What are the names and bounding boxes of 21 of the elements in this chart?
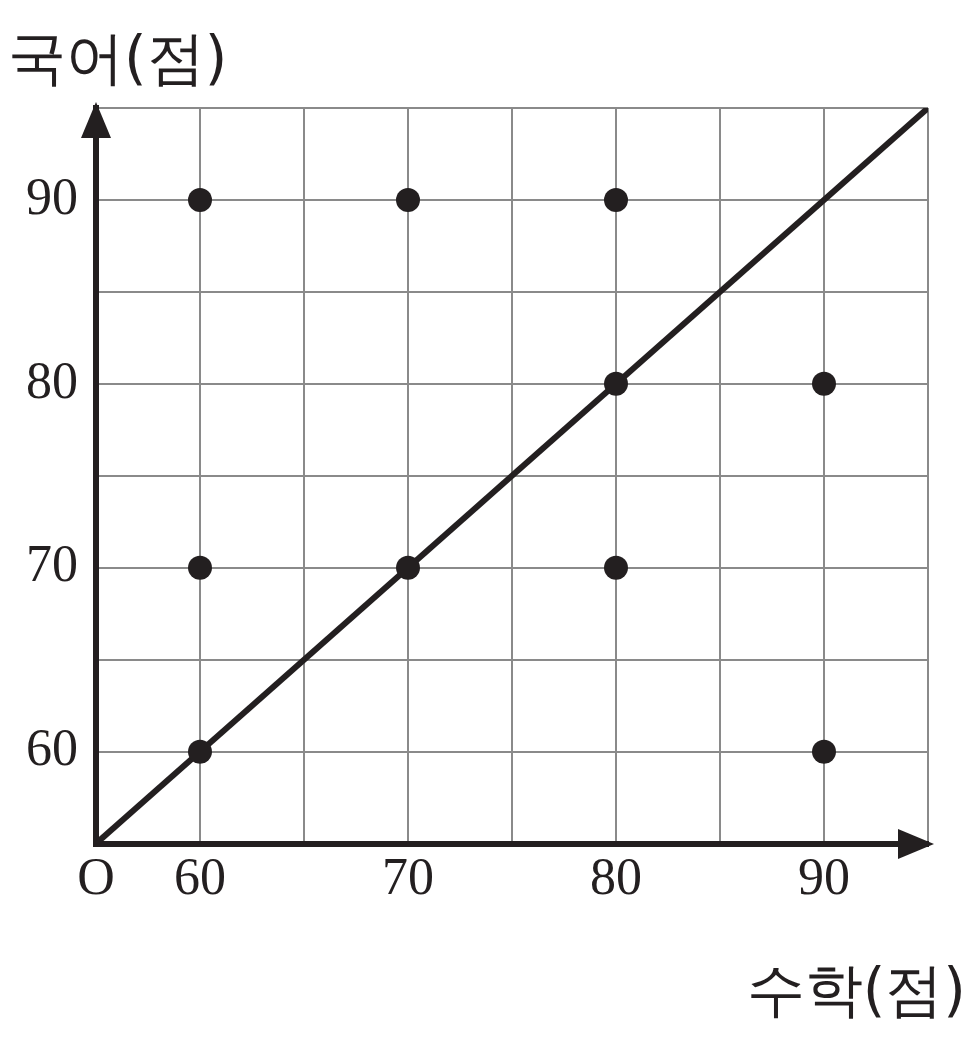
- x-axis-title: 수학(점): [746, 956, 966, 1025]
- point: [396, 555, 420, 580]
- point: [812, 739, 836, 764]
- point: [604, 555, 628, 580]
- y-tick-label: 60: [26, 719, 78, 777]
- point: [188, 555, 212, 580]
- y-axis-title: 국어(점): [8, 24, 228, 92]
- x-tick-label: O: [77, 848, 115, 906]
- x-tick-label: 60: [174, 848, 226, 906]
- point: [604, 187, 628, 212]
- point: [188, 739, 212, 764]
- point: [604, 371, 628, 396]
- x-tick-label: 70: [382, 848, 434, 906]
- point: [188, 187, 212, 212]
- x-tick-label: 90: [798, 848, 850, 906]
- x-tick-label: 80: [590, 848, 642, 906]
- y-tick-label: 70: [26, 535, 78, 593]
- point: [396, 187, 420, 212]
- y-tick-label: 80: [26, 351, 78, 409]
- point: [812, 371, 836, 396]
- y-tick-label: 90: [26, 167, 78, 225]
